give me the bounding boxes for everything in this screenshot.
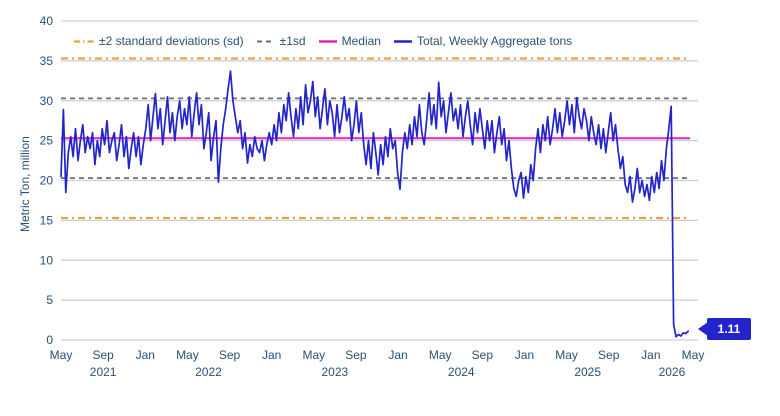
y-tick-label: 10 (40, 253, 54, 267)
x-tick-label: May (176, 348, 199, 362)
y-tick-label: 15 (40, 213, 54, 227)
callout-arrow-icon (698, 322, 708, 336)
x-year-label: 2024 (448, 365, 475, 379)
x-tick-label: May (555, 348, 578, 362)
x-year-label: 2025 (574, 365, 601, 379)
x-tick-label: Sep (472, 348, 494, 362)
x-year-label: 2021 (90, 365, 117, 379)
legend-item-median[interactable]: Median (318, 34, 381, 48)
x-year-label: 2026 (659, 365, 686, 379)
legend-item-2sd[interactable]: ±2 standard deviations (sd) (74, 34, 244, 48)
dashed-line-icon (256, 40, 275, 42)
y-axis-title: Metric Ton, million (18, 136, 32, 232)
solid-magenta-line-icon (318, 39, 337, 43)
chart-legend: ±2 standard deviations (sd) ±1sd Median … (74, 34, 572, 48)
dashdot-line-icon (74, 39, 94, 43)
x-tick-label: Sep (219, 348, 241, 362)
x-tick-label: May (302, 348, 325, 362)
y-tick-label: 20 (40, 174, 54, 188)
x-tick-label: Sep (345, 348, 367, 362)
x-tick-label: Jan (641, 348, 660, 362)
legend-label-1sd: ±1sd (279, 34, 306, 48)
y-tick-label: 0 (46, 333, 53, 347)
x-tick-label: Jan (515, 348, 534, 362)
y-tick-label: 30 (40, 94, 54, 108)
x-tick-label: Jan (388, 348, 407, 362)
total-weekly-series-line (60, 70, 690, 338)
x-tick-label: May (429, 348, 452, 362)
x-tick-label: May (682, 348, 705, 362)
y-tick-label: 5 (46, 293, 53, 307)
last-value-callout: 1.11 (698, 318, 751, 340)
legend-label-median: Median (341, 34, 381, 48)
legend-label-2sd: ±2 standard deviations (sd) (99, 34, 244, 48)
y-tick-label: 35 (40, 54, 54, 68)
x-tick-label: Jan (136, 348, 155, 362)
x-tick-label: Jan (262, 348, 281, 362)
solid-blue-line-icon (393, 39, 412, 43)
x-tick-label: Sep (92, 348, 114, 362)
legend-item-1sd[interactable]: ±1sd (256, 34, 306, 48)
y-tick-label: 40 (40, 14, 54, 28)
x-year-label: 2022 (195, 365, 222, 379)
x-tick-label: Sep (598, 348, 620, 362)
x-year-label: 2023 (322, 365, 349, 379)
y-tick-label: 25 (40, 134, 54, 148)
x-tick-label: May (50, 348, 73, 362)
legend-label-total: Total, Weekly Aggregate tons (416, 34, 573, 48)
last-value-label: 1.11 (717, 322, 741, 336)
legend-item-total[interactable]: Total, Weekly Aggregate tons (393, 34, 573, 48)
